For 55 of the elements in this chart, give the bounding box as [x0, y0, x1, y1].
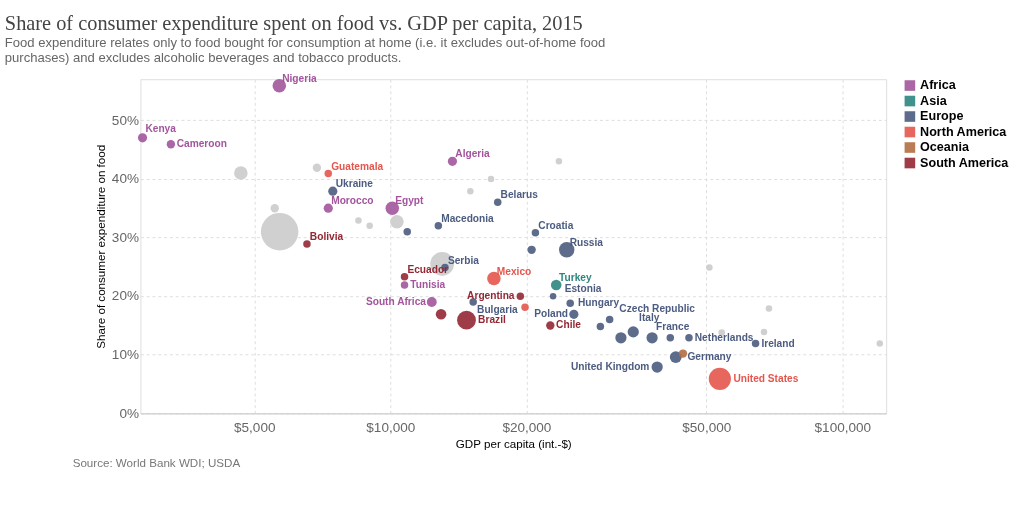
- legend-label: South America: [920, 155, 1010, 170]
- annotation: Brazil: [478, 314, 506, 326]
- y-tick-label: 40%: [111, 171, 139, 187]
- y-tick-label: 30%: [111, 229, 139, 245]
- y-tick-label: 10%: [111, 347, 139, 363]
- annotation: Egypt: [395, 195, 425, 207]
- x-tick-label: $100,000: [814, 420, 872, 436]
- annotation: Poland: [534, 308, 569, 320]
- annotation: Serbia: [447, 254, 480, 266]
- annotation: Nigeria: [282, 72, 317, 84]
- annotation: Mexico: [496, 265, 532, 277]
- annotation: Italy: [639, 312, 660, 324]
- annotation: United Kingdom: [570, 360, 650, 372]
- legend-label: Asia: [920, 93, 948, 108]
- x-tick-label: $10,000: [366, 420, 416, 436]
- annotation: Kenya: [145, 123, 177, 135]
- chart-title: Share of consumer expenditure spent on food vs. GDP per capita, 2015: [4, 11, 583, 35]
- annotation: Macedonia: [441, 212, 495, 224]
- annotation: Czech Republic: [619, 302, 696, 314]
- annotation: Bulgaria: [477, 303, 519, 315]
- y-axis-title: Share of consumer expenditure on food: [94, 144, 108, 349]
- annotation: Chile: [556, 319, 582, 331]
- y-tick-label: 0%: [119, 405, 139, 421]
- annotation: Ukraine: [335, 178, 374, 190]
- chart-subtitle: Food expenditure relates only to food bought for consumption at home (i.e. it excludes out-of-home food purchases) and excludes alcoholic beverages and tobacco products.: [4, 34, 606, 65]
- source-note: Source: World Bank WDI; USDA: [72, 455, 241, 469]
- annotation: Netherlands: [694, 331, 754, 343]
- annotation: Ecuador: [407, 263, 449, 275]
- legend-label: North America: [920, 124, 1008, 139]
- annotation: Cameroon: [176, 138, 227, 150]
- annotation: Croatia: [538, 219, 574, 231]
- annotation: Turkey: [559, 272, 593, 284]
- annotation: Tunisia: [410, 278, 446, 290]
- x-tick-label: $50,000: [682, 420, 732, 436]
- x-axis-title: GDP per capita (int.-$): [455, 436, 572, 450]
- annotation: Ireland: [761, 337, 795, 349]
- x-tick-label: $5,000: [234, 420, 276, 436]
- annotation: Argentina: [467, 290, 515, 302]
- annotation: Morocco: [331, 195, 374, 207]
- annotation: Algeria: [455, 148, 491, 160]
- annotation: South Africa: [365, 295, 427, 307]
- annotation: Russia: [569, 236, 604, 248]
- x-tick-label: $20,000: [502, 420, 552, 436]
- annotation: Hungary: [577, 297, 620, 309]
- annotation: Estonia: [564, 283, 602, 295]
- y-tick-label: 50%: [111, 112, 139, 128]
- legend-label: Africa: [920, 78, 957, 93]
- annotation: Germany: [687, 351, 732, 363]
- annotation: Bolivia: [309, 231, 344, 243]
- legend-label: Oceania: [920, 140, 970, 155]
- legend-label: Europe: [920, 109, 964, 124]
- y-tick-label: 20%: [111, 288, 139, 304]
- annotation: United States: [733, 372, 799, 384]
- annotation: Belarus: [500, 189, 539, 201]
- annotation: Guatemala: [331, 160, 384, 172]
